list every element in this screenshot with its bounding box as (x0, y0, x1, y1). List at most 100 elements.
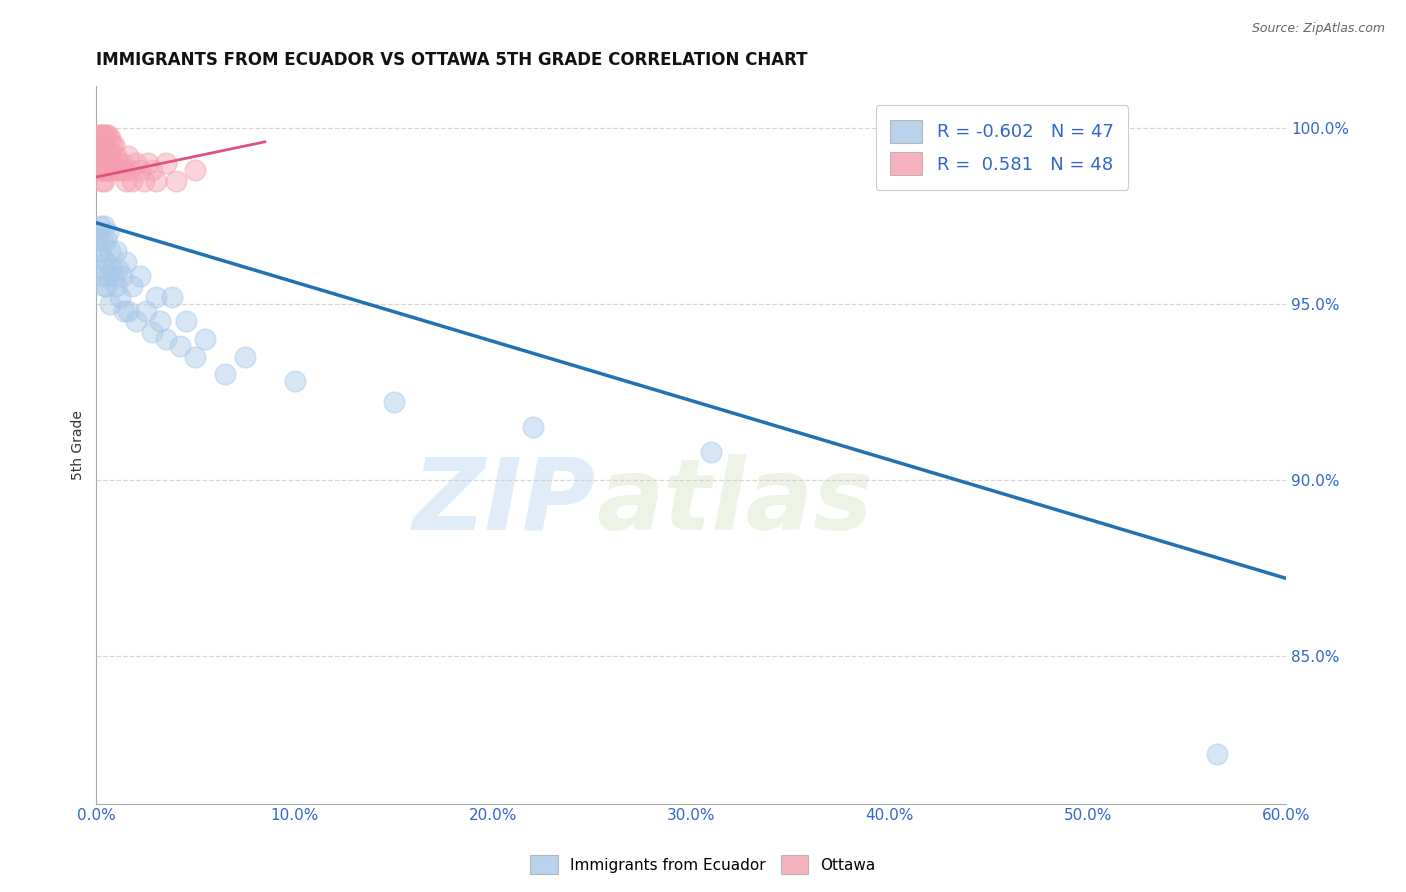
Point (522, 420, 544, 434)
Point (194, 332, 217, 346)
Point (96, 128, 118, 142)
Point (91, 128, 114, 142)
Point (135, 303, 157, 318)
Point (121, 173, 143, 187)
Point (117, 149, 139, 163)
Point (132, 173, 155, 187)
Point (87, 128, 110, 142)
Legend: R = -0.602   N = 47, R =  0.581   N = 48: R = -0.602 N = 47, R = 0.581 N = 48 (876, 105, 1128, 190)
Text: atlas: atlas (596, 453, 873, 550)
Text: IMMIGRANTS FROM ECUADOR VS OTTAWA 5TH GRADE CORRELATION CHART: IMMIGRANTS FROM ECUADOR VS OTTAWA 5TH GR… (97, 51, 808, 69)
Point (382, 395, 405, 409)
Text: ZIP: ZIP (413, 453, 596, 550)
Point (96, 254, 118, 268)
Point (165, 173, 187, 187)
Point (125, 314, 148, 328)
Point (103, 268, 125, 283)
Point (97, 163, 120, 178)
Point (89, 219, 111, 234)
Point (91, 251, 114, 265)
Point (98, 297, 121, 311)
Point (125, 156, 148, 170)
Point (91, 173, 114, 187)
Point (136, 156, 159, 170)
Legend: Immigrants from Ecuador, Ottawa: Immigrants from Ecuador, Ottawa (524, 849, 882, 880)
Point (155, 156, 177, 170)
Point (111, 268, 134, 283)
Point (120, 163, 142, 178)
Point (98, 131, 121, 145)
Point (112, 163, 135, 178)
Text: Source: ZipAtlas.com: Source: ZipAtlas.com (1251, 22, 1385, 36)
Point (129, 163, 152, 178)
Point (121, 279, 143, 293)
Point (91, 138, 114, 153)
Point (105, 279, 128, 293)
Point (93, 128, 115, 142)
Point (117, 303, 139, 318)
Point (98, 244, 121, 258)
Point (141, 163, 163, 178)
Point (98, 145, 121, 160)
Point (155, 332, 177, 346)
Point (174, 314, 197, 328)
Point (101, 138, 124, 153)
Point (93, 261, 115, 276)
Point (89, 138, 111, 153)
Point (89, 149, 111, 163)
Point (96, 145, 118, 160)
Point (184, 163, 207, 178)
Point (107, 261, 129, 276)
Point (214, 367, 236, 381)
Point (103, 156, 125, 170)
Point (91, 149, 114, 163)
Point (91, 268, 114, 283)
Point (93, 279, 115, 293)
Point (105, 163, 128, 178)
Point (101, 261, 124, 276)
Point (103, 138, 125, 153)
Point (93, 219, 115, 234)
Point (105, 244, 128, 258)
Point (91, 234, 114, 248)
Point (108, 163, 131, 178)
Point (87, 227, 110, 241)
Point (115, 173, 138, 187)
Point (141, 325, 163, 339)
Point (233, 350, 256, 364)
Point (111, 156, 134, 170)
Point (96, 279, 118, 293)
Point (97, 227, 120, 241)
Point (145, 173, 167, 187)
Point (93, 173, 115, 187)
Point (101, 156, 124, 170)
Point (87, 234, 110, 248)
Point (91, 163, 114, 178)
Point (89, 128, 111, 142)
Point (87, 149, 110, 163)
Point (145, 290, 167, 304)
Point (97, 128, 120, 142)
Point (129, 268, 152, 283)
Point (149, 314, 172, 328)
Point (89, 244, 111, 258)
Y-axis label: 5th Grade: 5th Grade (72, 409, 86, 480)
Point (87, 138, 110, 153)
Point (96, 234, 118, 248)
Point (115, 254, 138, 268)
Point (108, 290, 131, 304)
Point (98, 163, 121, 178)
Point (96, 163, 118, 178)
Point (105, 149, 128, 163)
Point (284, 374, 307, 388)
Point (93, 138, 115, 153)
Point (112, 303, 135, 318)
Point (97, 145, 120, 160)
Point (700, 444, 723, 458)
Point (1205, 747, 1227, 762)
Point (169, 339, 191, 353)
Point (184, 350, 207, 364)
Point (93, 156, 115, 170)
Point (97, 268, 120, 283)
Point (160, 290, 183, 304)
